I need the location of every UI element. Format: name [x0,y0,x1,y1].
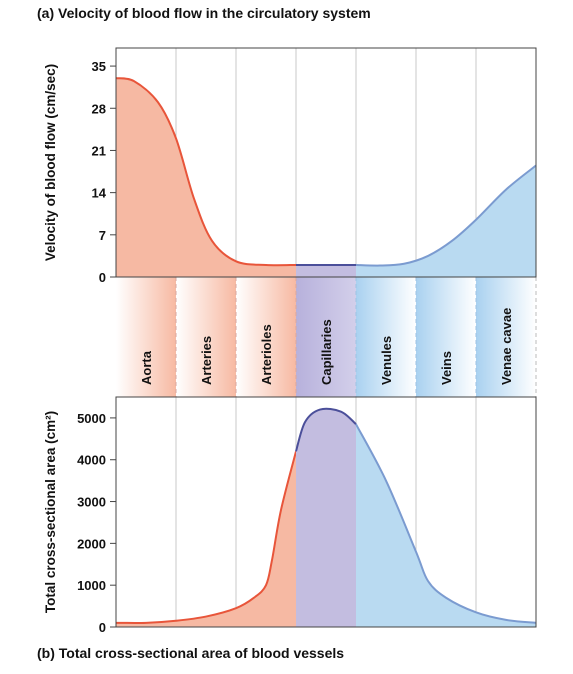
band-label: Venae cavae [499,308,514,385]
area-y-axis-label: Total cross-sectional area (cm²) [43,411,58,613]
band-label: Aorta [139,350,154,385]
vessel-bands: Aorta Arteries Arterioles Capillaries Venule… [116,277,537,397]
axes-frame [115,47,537,278]
area-area-arterial [116,451,296,627]
area-line-capillary [295,407,357,452]
cross-section-chart: 0 1000 2000 3000 4000 5000 Total cross-section… [43,396,537,635]
band-label: Veins [439,351,454,385]
area-line-venous [355,423,537,624]
velocity-area-arterial [116,78,296,277]
y-tick-label: 1000 [77,578,106,593]
y-tick-label: 0 [99,620,106,635]
y-tick-label: 5000 [77,411,106,426]
axes-frame [115,396,537,628]
y-tick-label: 7 [99,228,106,243]
y-tick-label: 0 [99,270,106,285]
area-area-capillary [296,408,356,627]
caption-b: (b) Total cross-sectional area of blood … [37,645,345,661]
band-venae-cavae [476,277,536,397]
band-label: Venules [379,336,394,385]
y-tick-label: 28 [92,101,106,116]
y-tick-label: 14 [92,186,107,201]
y-tick-label: 4000 [77,453,106,468]
band-label: Arteries [199,336,214,385]
band-aorta [116,277,176,397]
caption-a: (a) Velocity of blood flow in the circul… [37,5,371,21]
y-tick-label: 21 [92,143,106,158]
y-tick-label: 2000 [77,536,106,551]
band-arterioles [236,277,296,397]
y-tick-label: 3000 [77,495,106,510]
band-veins [416,277,476,397]
band-label: Arterioles [259,324,274,385]
band-capillaries [296,277,356,397]
area-line-arterial [115,451,297,624]
velocity-line-venous [355,164,537,267]
band-arteries [176,277,236,397]
velocity-y-axis-label: Velocity of blood flow (cm/sec) [43,64,58,261]
band-venules [356,277,416,397]
velocity-chart: 0 7 14 21 28 35 Velocity of blood flow (cm/sec… [43,47,537,285]
y-tick-label: 35 [92,59,106,74]
area-area-venous [356,424,536,627]
velocity-area-venous [356,165,536,277]
velocity-area-capillary [296,264,356,277]
band-label: Capillaries [319,319,334,385]
velocity-line-arterial [115,77,297,267]
